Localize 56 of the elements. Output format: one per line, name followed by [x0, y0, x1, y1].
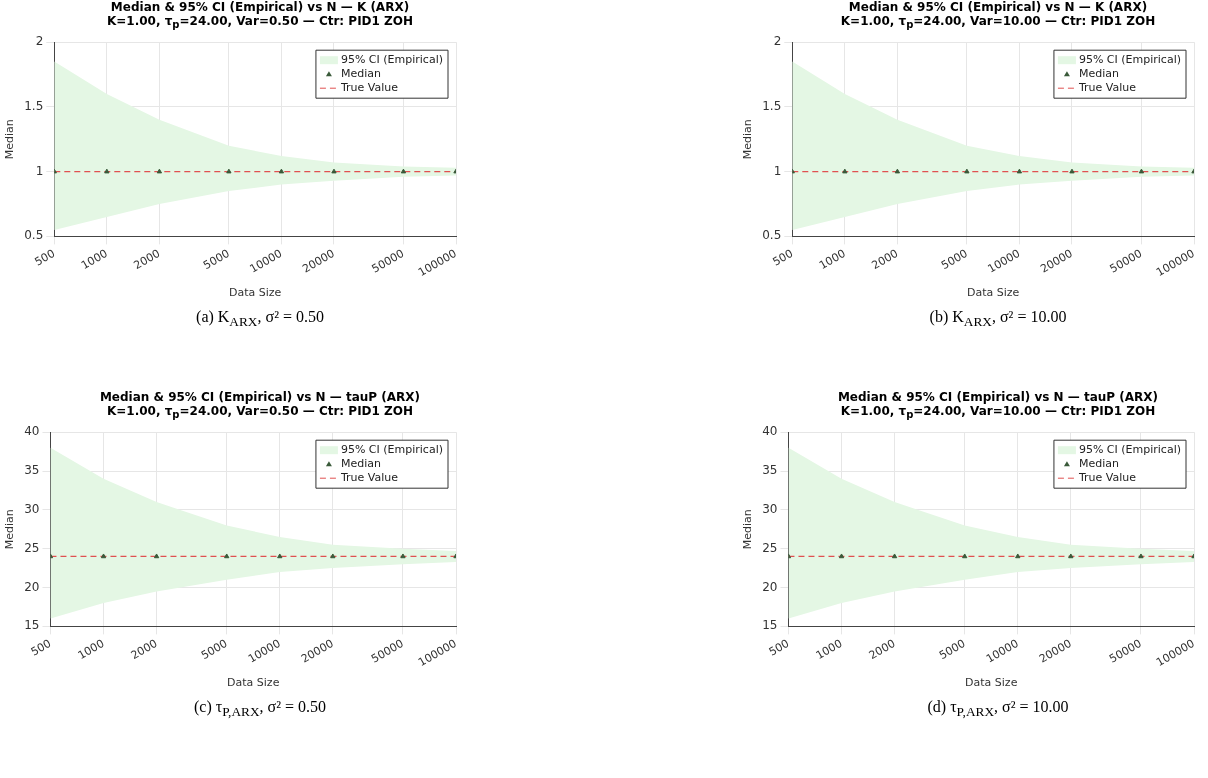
x-tick-label: 500	[770, 247, 796, 270]
chart-title: Median & 95% CI (Empirical) vs N — tauP (ARX)	[99, 390, 421, 404]
x-tick-label: 500	[28, 637, 54, 660]
legend-label: 95% CI (Empirical)	[1078, 53, 1181, 67]
y-tick-label: 1	[35, 164, 44, 179]
legend-label: True Value	[339, 81, 399, 95]
y-tick-label: 20	[762, 580, 778, 595]
legend-label: Median	[1078, 67, 1119, 81]
x-axis-title: Data Size	[965, 676, 1018, 690]
x-axis-title: Data Size	[227, 676, 280, 690]
y-tick-label: 30	[762, 502, 778, 517]
legend-label: Median	[340, 457, 381, 471]
chart-subtitle: K=1.00, τ$_{p}$=24.00, Var=0.50 — Ctr: PID1 ZOH	[106, 14, 414, 31]
chart-title: Median & 95% CI (Empirical) vs N — K (ARX)	[110, 0, 410, 14]
x-tick-label: 500	[32, 247, 58, 270]
y-tick-label: 0.5	[762, 228, 782, 243]
y-tick-label: 35	[762, 463, 778, 478]
legend-label: True Value	[1077, 81, 1137, 95]
y-tick-label: 25	[762, 541, 778, 556]
chart-subtitle: K=1.00, τ$_{p}$=24.00, Var=10.00 — Ctr: PID1 ZOH	[840, 14, 1156, 31]
text: (c) τ$_{P,ARX}$, σ² = 0.50	[192, 698, 328, 721]
x-tick-label: 500	[766, 637, 792, 660]
y-axis-title: Median	[3, 119, 17, 160]
chart-title: Median & 95% CI (Empirical) vs N — K (ARX)	[848, 0, 1148, 14]
y-tick-label: 2	[773, 34, 782, 49]
text: (d) τ$_{P,ARX}$, σ² = 10.00	[926, 698, 1070, 721]
legend-label: True Value	[1077, 471, 1137, 485]
chart-subtitle: K=1.00, τ$_{p}$=24.00, Var=0.50 — Ctr: PID1 ZOH	[106, 404, 414, 421]
legend-label: Median	[1078, 457, 1119, 471]
y-axis-title: Median	[3, 509, 17, 550]
y-tick-label: 1.5	[24, 99, 44, 114]
text: (b) K$_{ARX}$, σ² = 10.00	[928, 308, 1068, 331]
y-tick-label: 15	[762, 618, 778, 633]
y-tick-label: 40	[24, 424, 40, 439]
chart-subtitle: K=1.00, τ$_{p}$=24.00, Var=10.00 — Ctr: PID1 ZOH	[840, 404, 1156, 421]
legend-label: 95% CI (Empirical)	[340, 443, 443, 457]
y-tick-label: 1.5	[762, 99, 782, 114]
y-tick-label: 0.5	[24, 228, 44, 243]
y-tick-label: 1	[773, 164, 782, 179]
x-axis-title: Data Size	[966, 286, 1020, 300]
y-axis-title: Median	[741, 119, 755, 160]
y-tick-label: 15	[24, 618, 40, 633]
y-tick-label: 25	[24, 541, 40, 556]
legend-label: 95% CI (Empirical)	[340, 53, 443, 67]
text: (a) K$_{ARX}$, σ² = 0.50	[195, 308, 325, 331]
legend-label: 95% CI (Empirical)	[1078, 443, 1181, 457]
chart-title: Median & 95% CI (Empirical) vs N — tauP (ARX)	[837, 390, 1159, 404]
y-tick-label: 20	[24, 580, 40, 595]
legend-label: Median	[340, 67, 381, 81]
x-axis-title: Data Size	[228, 286, 282, 300]
y-tick-label: 40	[762, 424, 778, 439]
y-tick-label: 30	[24, 502, 40, 517]
y-tick-label: 35	[24, 463, 40, 478]
y-tick-label: 2	[35, 34, 44, 49]
y-axis-title: Median	[741, 509, 755, 550]
legend-label: True Value	[339, 471, 399, 485]
